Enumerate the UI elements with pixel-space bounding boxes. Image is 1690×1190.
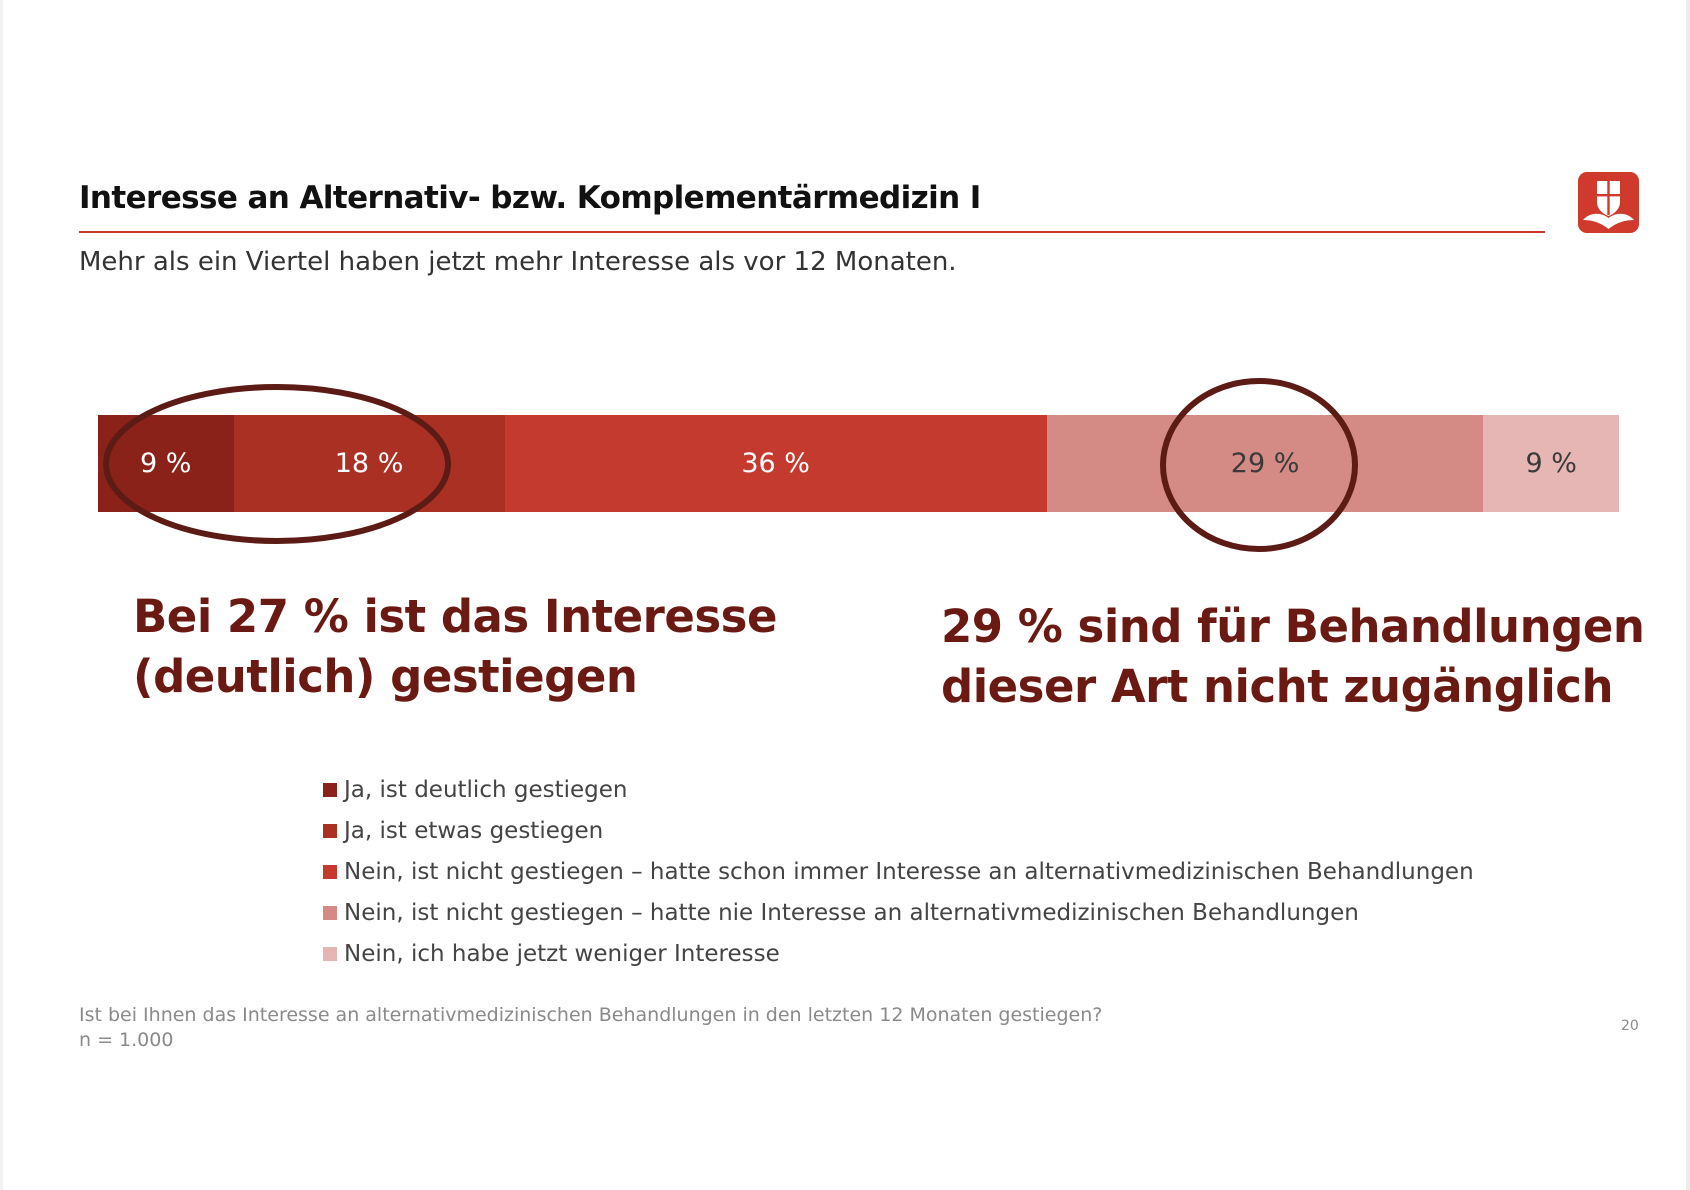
page-number: 20 <box>1621 1018 1639 1034</box>
legend-label: Nein, ist nicht gestiegen – hatte nie In… <box>344 899 1359 926</box>
legend-item: Nein, ist nicht gestiegen – hatte nie In… <box>323 892 1474 933</box>
bar-segment-5: 9 % <box>1483 415 1619 512</box>
page-title: Interesse an Alternativ- bzw. Komplement… <box>79 180 981 216</box>
annotation-increased-line1: Bei 27 % ist das Interesse <box>133 590 777 643</box>
page-edge-left <box>0 0 3 1190</box>
annotation-not-accessible: 29 % sind für Behandlungen dieser Art ni… <box>941 597 1645 717</box>
survey-question: Ist bei Ihnen das Interesse an alternati… <box>79 1004 1103 1026</box>
legend-swatch <box>323 905 337 920</box>
page-subtitle: Mehr als ein Viertel haben jetzt mehr In… <box>79 247 957 277</box>
shield-flower-icon <box>1578 172 1639 237</box>
legend-swatch <box>323 823 337 838</box>
chart-legend: Ja, ist deutlich gestiegen Ja, ist etwas … <box>323 769 1474 974</box>
bar-segment-label: 9 % <box>140 448 192 479</box>
highlight-circle-increased <box>103 384 451 544</box>
stacked-bar: 9 % 18 % 36 % 29 % 9 % <box>98 415 1619 512</box>
legend-label: Ja, ist etwas gestiegen <box>344 817 604 844</box>
legend-swatch <box>323 864 337 879</box>
bar-segment-label: 36 % <box>741 448 810 479</box>
legend-item: Nein, ich habe jetzt weniger Interesse <box>323 933 1474 974</box>
bar-segment-label: 18 % <box>334 448 404 479</box>
footnote: Ist bei Ihnen das Interesse an alternati… <box>79 1003 1102 1053</box>
legend-item: Ja, ist deutlich gestiegen <box>323 769 1474 810</box>
page-edge-right <box>1686 0 1690 1190</box>
bar-segment-4: 29 % <box>1046 415 1484 512</box>
annotation-increased: Bei 27 % ist das Interesse (deutlich) ge… <box>133 587 777 707</box>
annotation-not-accessible-line1: 29 % sind für Behandlungen <box>941 600 1645 653</box>
bar-segment-label: 9 % <box>1525 448 1577 479</box>
legend-item: Ja, ist etwas gestiegen <box>323 810 1474 851</box>
highlight-circle-not-accessible <box>1160 378 1358 552</box>
legend-item: Nein, ist nicht gestiegen – hatte schon … <box>323 851 1474 892</box>
sample-size: n = 1.000 <box>79 1029 174 1051</box>
bar-segment-label: 29 % <box>1230 448 1300 479</box>
annotation-increased-line2: (deutlich) gestiegen <box>133 650 638 703</box>
legend-label: Nein, ist nicht gestiegen – hatte schon … <box>344 858 1474 885</box>
bar-segment-2: 18 % <box>233 415 505 512</box>
annotation-not-accessible-line2: dieser Art nicht zugänglich <box>941 660 1613 713</box>
legend-swatch <box>323 782 337 797</box>
legend-label: Ja, ist deutlich gestiegen <box>344 776 628 803</box>
bar-segment-3: 36 % <box>504 415 1047 512</box>
legend-label: Nein, ich habe jetzt weniger Interesse <box>344 940 780 967</box>
title-divider <box>79 231 1545 233</box>
legend-swatch <box>323 946 337 961</box>
